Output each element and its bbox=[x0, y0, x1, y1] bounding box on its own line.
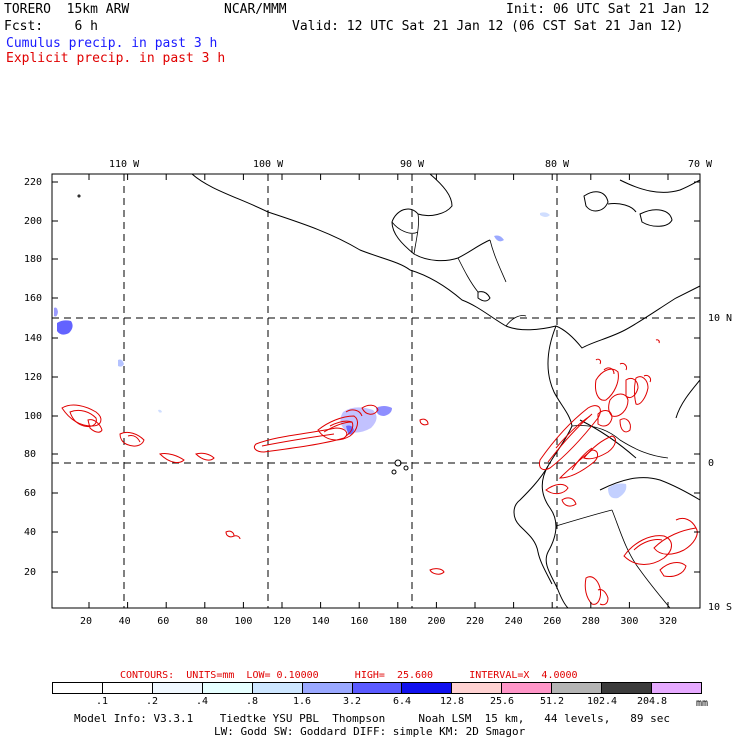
cumulus-patch bbox=[158, 409, 162, 413]
colorbar-label: 1.6 bbox=[292, 696, 312, 707]
colorbar-label: 51.2 bbox=[539, 696, 565, 707]
cumulus-patch bbox=[57, 320, 73, 335]
center-name: NCAR/MMM bbox=[224, 2, 287, 17]
lon-label-70w: 70 W bbox=[688, 159, 713, 170]
cumulus-patch bbox=[54, 307, 58, 317]
x-tick-label: 220 bbox=[466, 616, 485, 627]
y-tick-label: 20 bbox=[24, 567, 37, 578]
colorbar-swatch bbox=[351, 683, 402, 693]
colorbar-label: 3.2 bbox=[342, 696, 362, 707]
cumulus-patch bbox=[118, 359, 124, 367]
y-tick-label: 200 bbox=[24, 216, 43, 227]
colorbar-label: 102.4 bbox=[586, 696, 618, 707]
graticule bbox=[52, 174, 700, 608]
y-tick-label: 140 bbox=[24, 333, 43, 344]
lat-label-10s: 10 S bbox=[708, 602, 733, 613]
colorbar-swatch bbox=[551, 683, 602, 693]
x-tick-label: 320 bbox=[659, 616, 678, 627]
cumulus-patch bbox=[608, 483, 627, 499]
colorbar-label: .8 bbox=[245, 696, 259, 707]
cumulus-patch bbox=[376, 406, 392, 416]
colorbar-label: 204.8 bbox=[636, 696, 668, 707]
x-tick-label: 80 bbox=[195, 616, 208, 627]
colorbar bbox=[52, 682, 702, 694]
colorbar-swatch bbox=[101, 683, 152, 693]
y-tick-label: 80 bbox=[24, 449, 37, 460]
explicit-precip-contours bbox=[61, 339, 698, 606]
x-tick-label: 180 bbox=[388, 616, 407, 627]
valid-time: Valid: 12 UTC Sat 21 Jan 12 (06 CST Sat … bbox=[292, 19, 684, 34]
x-tick-label: 100 bbox=[234, 616, 253, 627]
colorbar-swatch bbox=[651, 683, 701, 693]
x-tick-label: 160 bbox=[350, 616, 369, 627]
field-cumulus-label: Cumulus precip. in past 3 h bbox=[6, 36, 218, 51]
y-tick-label: 160 bbox=[24, 293, 43, 304]
colorbar-swatch bbox=[301, 683, 352, 693]
y-tick-label: 220 bbox=[24, 177, 43, 188]
lon-label-100w: 100 W bbox=[253, 159, 284, 170]
x-tick-label: 120 bbox=[273, 616, 292, 627]
colorbar-label: 25.6 bbox=[489, 696, 515, 707]
y-tick-label: 120 bbox=[24, 372, 43, 383]
lon-label-110w: 110 W bbox=[109, 159, 140, 170]
lon-label-90w: 90 W bbox=[400, 159, 425, 170]
field-explicit-label: Explicit precip. in past 3 h bbox=[6, 51, 226, 66]
colorbar-label: 6.4 bbox=[392, 696, 412, 707]
colorbar-label: .4 bbox=[195, 696, 209, 707]
colorbar-swatch bbox=[401, 683, 452, 693]
cumulus-patch bbox=[494, 235, 504, 242]
y-tick-label: 180 bbox=[24, 254, 43, 265]
colorbar-swatch bbox=[151, 683, 202, 693]
forecast-hour: Fcst: 6 h bbox=[4, 19, 98, 34]
colorbar-swatch bbox=[201, 683, 252, 693]
colorbar-swatch bbox=[53, 683, 102, 693]
x-tick-label: 20 bbox=[80, 616, 93, 627]
y-tick-label: 60 bbox=[24, 488, 37, 499]
map-frame bbox=[51, 173, 701, 609]
colorbar-label: 12.8 bbox=[439, 696, 465, 707]
colorbar-swatch bbox=[501, 683, 552, 693]
x-tick-label: 200 bbox=[427, 616, 446, 627]
y-tick-label: 40 bbox=[24, 527, 37, 538]
model-info-line2: LW: Godd SW: Goddard DIFF: simple KM: 2D… bbox=[214, 725, 526, 738]
model-title: TORERO 15km ARW bbox=[4, 2, 130, 17]
x-ticks bbox=[88, 174, 669, 608]
init-time: Init: 06 UTC Sat 21 Jan 12 bbox=[506, 2, 710, 17]
x-tick-label: 40 bbox=[118, 616, 131, 627]
cumulus-patch bbox=[540, 212, 550, 217]
coastlines bbox=[77, 173, 701, 609]
x-tick-label: 300 bbox=[620, 616, 639, 627]
x-tick-label: 260 bbox=[543, 616, 562, 627]
cumulus-precip-areas bbox=[54, 212, 627, 499]
colorbar-label: .1 bbox=[95, 696, 109, 707]
lat-label-0: 0 bbox=[708, 458, 715, 469]
lon-label-80w: 80 W bbox=[545, 159, 570, 170]
x-tick-label: 280 bbox=[581, 616, 600, 627]
contours-info: CONTOURS: UNITS=mm LOW= 0.10000 HIGH= 25… bbox=[120, 670, 578, 681]
colorbar-label: .2 bbox=[145, 696, 159, 707]
country-borders bbox=[391, 213, 671, 609]
x-tick-label: 240 bbox=[504, 616, 523, 627]
x-tick-label: 140 bbox=[311, 616, 330, 627]
model-info-line1: Model Info: V3.3.1 Tiedtke YSU PBL Thomp… bbox=[74, 712, 671, 725]
y-ticks bbox=[52, 181, 700, 573]
colorbar-swatch bbox=[451, 683, 502, 693]
y-tick-label: 100 bbox=[24, 411, 43, 422]
x-tick-label: 60 bbox=[157, 616, 170, 627]
colorbar-unit: mm bbox=[696, 698, 709, 709]
colorbar-swatch bbox=[601, 683, 652, 693]
colorbar-swatch bbox=[251, 683, 302, 693]
lat-label-10n: 10 N bbox=[708, 313, 733, 324]
